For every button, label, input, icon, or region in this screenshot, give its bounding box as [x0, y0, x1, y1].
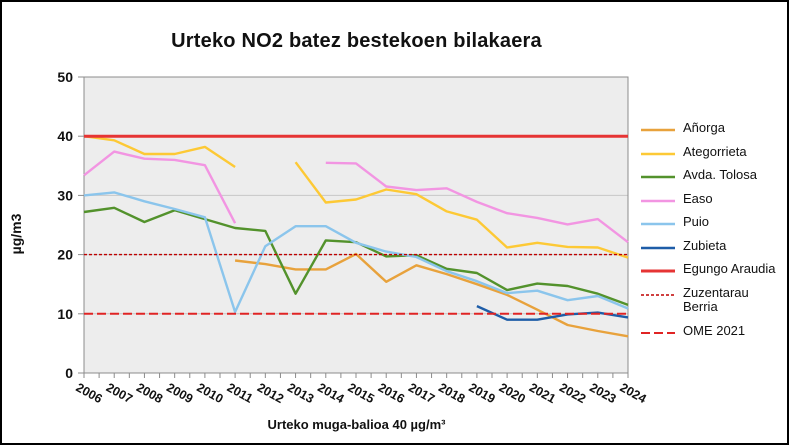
- legend-swatch-easo: [641, 199, 675, 202]
- x-tick-label: 2012: [255, 380, 286, 406]
- x-tick-label: 2008: [134, 380, 165, 406]
- y-tick-label: 0: [65, 365, 73, 381]
- series-line-puio: [83, 191, 629, 314]
- x-tick-label: 2021: [527, 380, 558, 406]
- y-tick-label: 50: [57, 69, 73, 85]
- legend-swatch-ategorrieta: [641, 152, 675, 155]
- legend-swatch-zubieta: [641, 246, 675, 249]
- y-tick-label: 40: [57, 128, 73, 144]
- legend-item-easo: Easo: [641, 190, 787, 207]
- x-tick-label: 2007: [104, 380, 135, 406]
- x-tick-label: 2014: [315, 380, 346, 406]
- legend-item-anorga: Añorga: [641, 120, 787, 136]
- x-tick-label: 2015: [346, 380, 377, 406]
- legend-item-egungo-araudia: Egungo Araudia: [641, 262, 787, 277]
- x-tick-label: 2018: [436, 380, 467, 406]
- legend-label: Egungo Araudia: [683, 261, 776, 277]
- x-tick-label: 2019: [466, 380, 497, 406]
- legend: Añorga Ategorrieta Avda. Tolosa Easo Puio Zub…: [641, 120, 787, 339]
- series-line-easo: [325, 161, 629, 244]
- legend-label: Zubieta: [683, 237, 727, 253]
- x-tick-label: 2023: [587, 380, 618, 406]
- x-tick-label: 2017: [406, 380, 437, 406]
- legend-label: Avda. Tolosa: [683, 167, 757, 183]
- series-line-anorga: [234, 252, 629, 338]
- series-line-zubieta: [476, 305, 629, 321]
- legend-label: OME 2021: [683, 322, 746, 338]
- legend-item-avda-tolosa: Avda. Tolosa: [641, 168, 787, 183]
- x-tick-label: 2006: [74, 380, 105, 406]
- legend-swatch-puio: [641, 222, 675, 226]
- chart-title: Urteko NO2 batez bestekoen bilakaera: [171, 30, 542, 52]
- y-axis-title: µg/m3: [8, 213, 24, 255]
- series-line-easo: [83, 150, 237, 224]
- x-tick-label: 2011: [225, 380, 256, 405]
- legend-item-zubieta: Zubieta: [641, 237, 787, 254]
- legend-label: Puio: [683, 214, 710, 230]
- legend-label: Zuzentarau Berria: [683, 284, 749, 315]
- series-line-ategorrieta: [83, 135, 236, 168]
- series-line-ategorrieta: [294, 161, 629, 259]
- x-tick-label: 2013: [285, 380, 316, 406]
- x-axis-title: Urteko muga-balioa 40 µg/m³: [267, 417, 446, 432]
- legend-label: Easo: [683, 190, 713, 206]
- x-tick-label: 2024: [618, 380, 649, 406]
- y-tick-label: 20: [57, 247, 73, 263]
- x-tick-label: 2009: [164, 380, 195, 406]
- plot-area: [84, 77, 628, 373]
- legend-swatch-avda-tolosa: [641, 175, 675, 179]
- legend-item-ome-2021: OME 2021: [641, 322, 787, 339]
- legend-label: Añorga: [683, 120, 725, 135]
- y-tick-label: 10: [57, 306, 73, 322]
- x-tick-label: 2010: [194, 380, 225, 406]
- legend-item-puio: Puio: [641, 215, 787, 230]
- legend-swatch-anorga: [641, 128, 675, 132]
- legend-item-zuzentarau-berria: Zuzentarau Berria: [641, 284, 787, 315]
- legend-item-ategorrieta: Ategorrieta: [641, 143, 787, 160]
- x-tick-label: 2020: [497, 380, 528, 406]
- legend-label: Ategorrieta: [683, 143, 747, 159]
- x-tick-label: 2016: [376, 380, 407, 406]
- legend-swatch-egungo-araudia: [641, 269, 675, 273]
- legend-swatch-ome-2021: [641, 331, 675, 334]
- x-tick-label: 2022: [557, 380, 588, 406]
- legend-swatch-zuzentarau-berria: [641, 294, 675, 296]
- y-tick-label: 30: [57, 187, 73, 203]
